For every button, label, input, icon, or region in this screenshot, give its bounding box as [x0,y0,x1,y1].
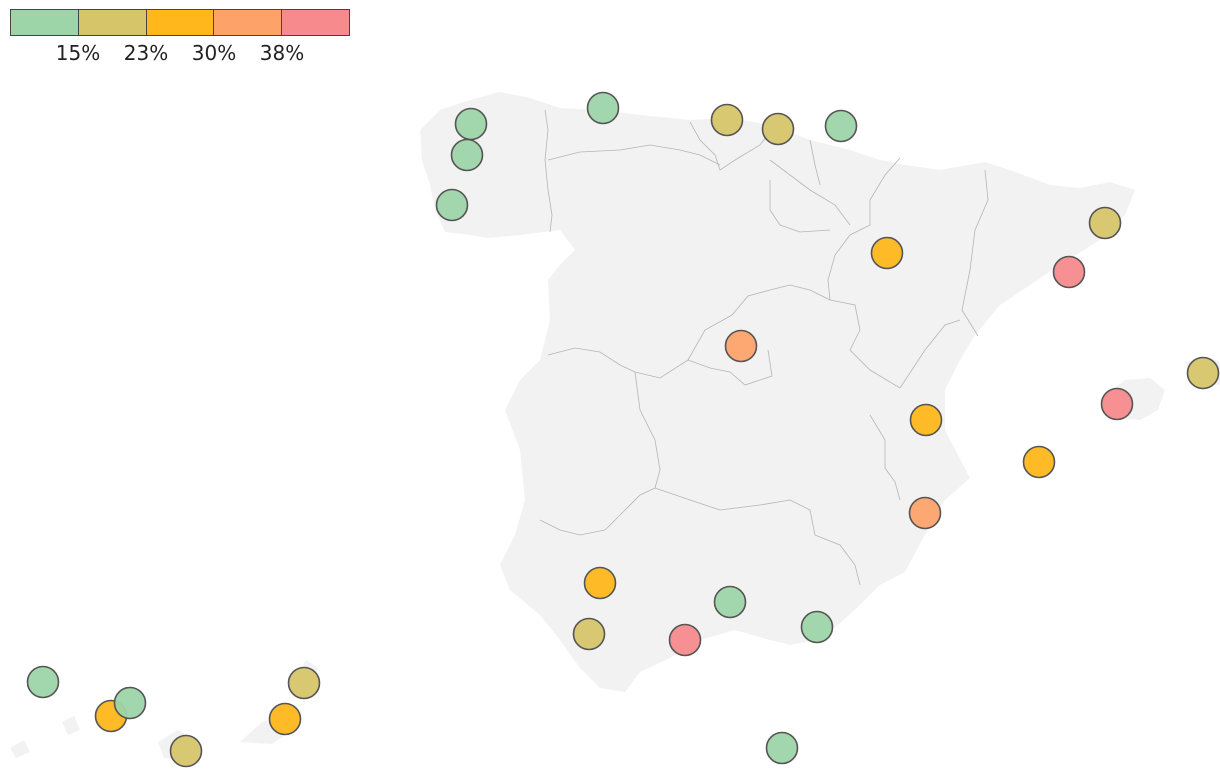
map-marker[interactable] [572,617,606,651]
map-marker[interactable] [435,188,469,222]
map-marker[interactable] [1022,445,1056,479]
legend-swatch-3 [146,10,215,35]
map-marker[interactable] [761,112,795,146]
legend-bar [10,9,350,36]
map-marker[interactable] [1052,255,1086,289]
map-marker[interactable] [909,403,943,437]
map-marker[interactable] [287,666,321,700]
region-borders [539,109,989,586]
map-marker[interactable] [870,236,904,270]
map-marker[interactable] [268,702,302,736]
map-marker[interactable] [724,329,758,363]
legend-tick-label: 30% [191,41,237,65]
map-marker[interactable] [1100,387,1134,421]
legend-tick-label: 38% [259,41,305,65]
iberian-peninsula [420,92,1135,692]
map-marker[interactable] [800,610,834,644]
map-marker[interactable] [668,623,702,657]
map-marker[interactable] [1088,206,1122,240]
map-marker[interactable] [765,731,799,765]
map-marker[interactable] [26,665,60,699]
legend-swatch-1 [11,10,79,35]
canary-2 [62,716,80,735]
markers-layer [26,91,1220,768]
map-marker[interactable] [824,109,858,143]
map-marker[interactable] [450,138,484,172]
map-marker[interactable] [713,585,747,619]
legend-swatch-5 [282,10,349,35]
legend-tick-label: 15% [55,41,101,65]
map-marker[interactable] [454,107,488,141]
map-marker[interactable] [1186,356,1220,390]
legend-swatch-2 [78,10,147,35]
map-marker[interactable] [908,496,942,530]
map-marker[interactable] [710,103,744,137]
legend-tick-label: 23% [123,41,169,65]
map-marker[interactable] [583,566,617,600]
map-marker[interactable] [169,734,203,768]
color-legend: 15% 23% 30% 38% [10,9,350,69]
map-marker[interactable] [586,91,620,125]
map-marker[interactable] [113,686,147,720]
legend-swatch-4 [214,10,283,35]
canary-1 [10,740,30,758]
landmass [10,92,1220,760]
